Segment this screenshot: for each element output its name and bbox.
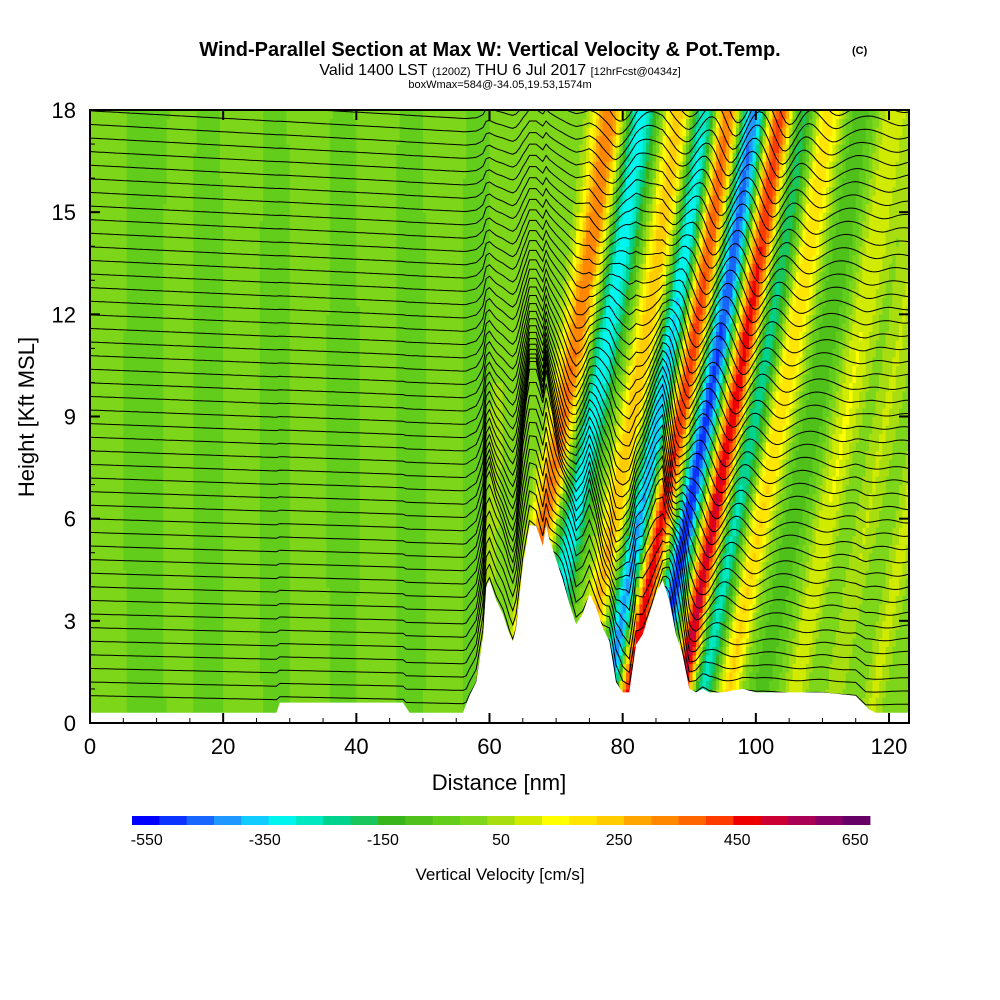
colorbar-swatch xyxy=(596,816,625,825)
colorbar-tick-labels: -550 -350 -150 50 250 450 650 xyxy=(131,832,869,849)
x-tick-label: 100 xyxy=(737,734,774,759)
colorbar-swatch xyxy=(815,816,844,825)
colorbar-swatch xyxy=(405,816,434,825)
colorbar-tick-label: 250 xyxy=(606,832,633,849)
colorbar-title: Vertical Velocity [cm/s] xyxy=(415,865,584,884)
colorbar-swatch xyxy=(460,816,488,825)
colorbar-tick-label: 50 xyxy=(492,832,510,849)
chart-subtitle: Valid 1400 LST (1200Z) THU 6 Jul 2017 [1… xyxy=(319,62,680,79)
colorbar-swatch xyxy=(733,816,762,825)
x-axis-label: Distance [nm] xyxy=(432,770,567,795)
colorbar-swatch xyxy=(323,816,352,825)
colorbar-swatch xyxy=(842,816,871,825)
colorbar-swatch xyxy=(268,816,297,825)
colorbar-tick-label: 650 xyxy=(842,832,869,849)
x-tick-label: 0 xyxy=(84,734,96,759)
colorbar-swatch xyxy=(350,816,379,825)
colorbar-tick-label: -150 xyxy=(367,832,399,849)
colorbar-tick-label: -550 xyxy=(131,832,163,849)
valid-time: Valid 1400 LST xyxy=(319,62,427,79)
y-axis-label: Height [Kft MSL] xyxy=(14,337,39,497)
x-tick-label: 120 xyxy=(871,734,908,759)
y-tick-label: 15 xyxy=(52,200,76,225)
copyright-mark: (C) xyxy=(852,45,868,57)
valid-time-utc: (1200Z) xyxy=(432,66,471,78)
colorbar-swatch xyxy=(542,816,570,825)
colorbar-tick-label: -350 xyxy=(249,832,281,849)
colorbar-swatch xyxy=(378,816,406,825)
y-tick-label: 6 xyxy=(64,507,76,532)
colorbar-swatch xyxy=(706,816,734,825)
colorbar-swatch xyxy=(788,816,816,825)
x-tick-label: 40 xyxy=(344,734,368,759)
colorbar-swatch xyxy=(159,816,188,825)
colorbar-swatch xyxy=(760,816,789,825)
colorbar-swatch xyxy=(569,816,598,825)
y-tick-label: 9 xyxy=(64,405,76,430)
y-tick-label: 18 xyxy=(52,98,76,123)
y-axis: 0 3 6 9 12 15 18 xyxy=(52,98,909,736)
x-tick-label: 80 xyxy=(610,734,634,759)
colorbar-swatch xyxy=(214,816,242,825)
colorbar-swatch xyxy=(514,816,543,825)
potential-temperature-contours xyxy=(90,110,909,706)
chart-title: Wind-Parallel Section at Max W: Vertical… xyxy=(199,39,780,61)
y-tick-label: 0 xyxy=(64,711,76,736)
colorbar-swatch xyxy=(651,816,680,825)
forecast-info: [12hrFcst@0434z] xyxy=(591,66,681,78)
colorbar-swatch xyxy=(296,816,324,825)
y-tick-label: 12 xyxy=(52,302,76,327)
terrain-mask xyxy=(90,525,909,723)
colorbar-swatch xyxy=(624,816,652,825)
y-tick-label: 3 xyxy=(64,609,76,634)
x-axis: 0 20 40 60 80 100 120 xyxy=(84,110,908,759)
colorbar-swatch xyxy=(678,816,707,825)
colorbar xyxy=(132,816,871,825)
max-w-note: boxWmax=584@-34.05,19.53,1574m xyxy=(408,79,591,91)
valid-date: THU 6 Jul 2017 xyxy=(475,62,586,79)
colorbar-swatch xyxy=(241,816,270,825)
colorbar-swatch xyxy=(186,816,215,825)
colorbar-swatch xyxy=(487,816,516,825)
plot-area xyxy=(90,110,909,723)
x-tick-label: 20 xyxy=(211,734,235,759)
colorbar-tick-label: 450 xyxy=(724,832,751,849)
colorbar-swatch xyxy=(432,816,461,825)
x-tick-label: 60 xyxy=(477,734,501,759)
colorbar-swatch xyxy=(132,816,160,825)
